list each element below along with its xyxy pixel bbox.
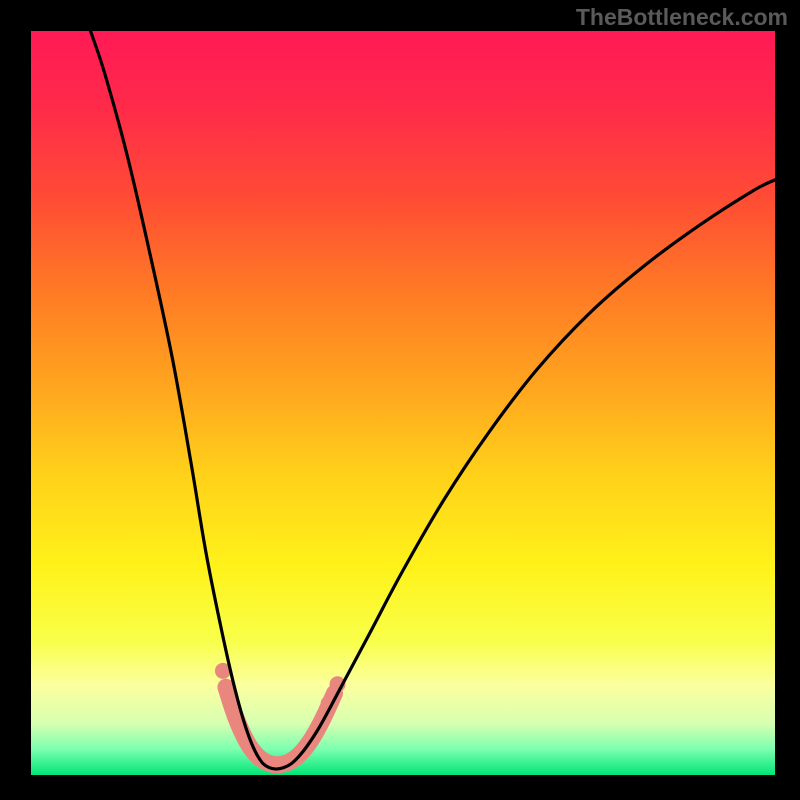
bottleneck-curve [91, 31, 775, 769]
curve-layer [31, 31, 775, 775]
plot-area [31, 31, 775, 775]
chart-frame [28, 28, 772, 772]
watermark-text: TheBottleneck.com [576, 4, 788, 31]
